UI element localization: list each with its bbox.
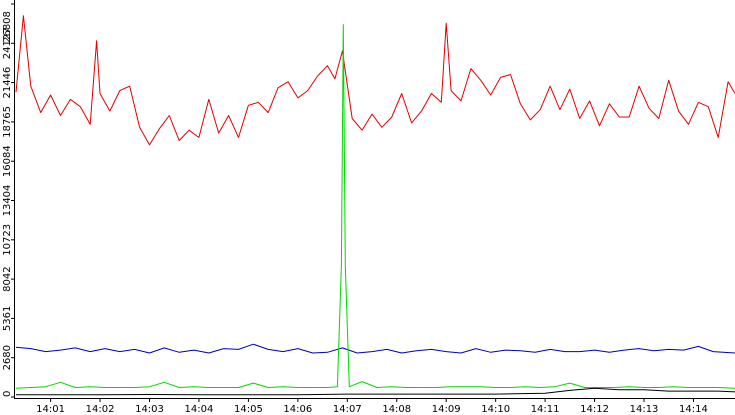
x-tick-label: 14:13 <box>630 404 659 415</box>
y-tick-label: 13404 <box>2 185 13 217</box>
y-tick-label: 8042 <box>2 266 13 291</box>
y-tick-label: 10723 <box>2 224 13 256</box>
y-tick-label: 21446 <box>2 67 13 99</box>
x-tick-label: 14:14 <box>679 404 708 415</box>
x-tick-layer: 14:01 14:02 14:03 14:04 14:05 14:06 14:07 14:08… <box>36 398 708 415</box>
series-line-2 <box>15 343 735 354</box>
series-line-3 <box>15 24 735 389</box>
y-tick-label: 26808 <box>2 11 13 43</box>
x-tick-label: 14:02 <box>86 404 115 415</box>
x-tick-label: 14:12 <box>580 404 609 415</box>
x-tick-label: 14:10 <box>481 404 510 415</box>
x-tick-label: 14:04 <box>185 404 214 415</box>
y-tick-label: 0 <box>2 391 13 397</box>
y-tick-label: 18765 <box>2 106 13 138</box>
y-tick-label: 24127 <box>2 27 13 59</box>
x-tick-label: 14:03 <box>135 404 164 415</box>
x-tick-label: 14:09 <box>432 404 461 415</box>
series-layer <box>15 15 735 396</box>
x-tick-label: 14:05 <box>234 404 263 415</box>
x-tick-label: 14:01 <box>36 404 65 415</box>
y-tick-label: 2680 <box>2 345 13 370</box>
y-tick-label: 16084 <box>2 145 13 177</box>
series-line-1 <box>15 15 735 146</box>
series-line-4 <box>16 387 735 396</box>
y-tick-label: 5361 <box>2 306 13 331</box>
x-tick-label: 14:08 <box>382 404 411 415</box>
y-tick-layer: 0 2680 5361 8042 10723 13404 16084 18765 21446 24… <box>2 3 15 398</box>
x-tick-label: 14:06 <box>283 404 312 415</box>
x-tick-label: 14:07 <box>333 404 362 415</box>
x-tick-label: 14:11 <box>531 404 560 415</box>
